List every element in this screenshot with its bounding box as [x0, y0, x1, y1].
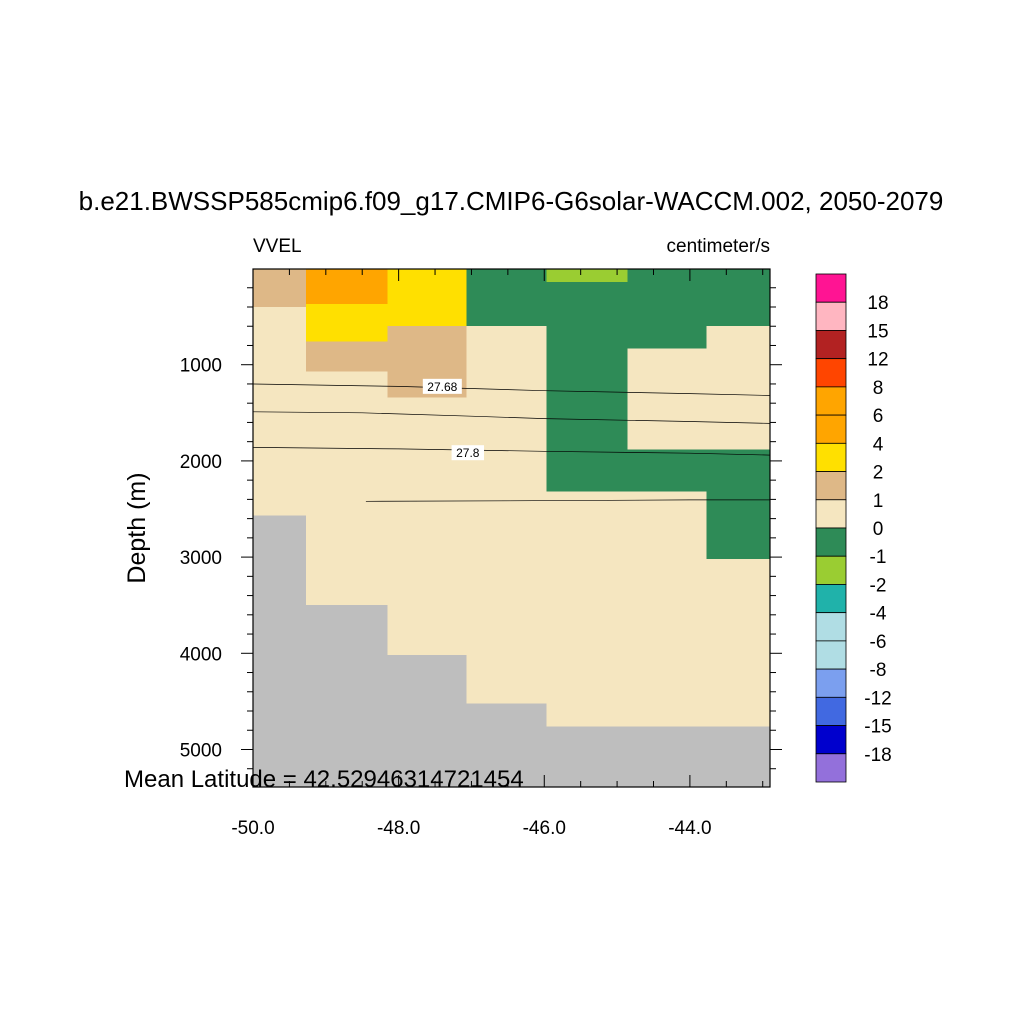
heatmap-cell-7 — [306, 269, 388, 305]
y-tick-label: 3000 — [180, 548, 222, 569]
colorbar-label-1: 15 — [867, 321, 888, 342]
plot-border — [252, 268, 771, 788]
units-label: centimeter/s — [667, 236, 770, 257]
density-contours: 27.68 27.8 — [252, 378, 771, 502]
colorbar-swatch-17 — [815, 753, 847, 783]
colorbar-swatch-7 — [815, 471, 847, 501]
heatmap-cell-1 — [253, 269, 307, 516]
x-axis: -50.0 -48.0 -46.0 -44.0 — [231, 269, 764, 839]
y-tick-label: 1000 — [180, 356, 222, 377]
heatmap-cells — [253, 269, 770, 787]
heatmap-cell-17 — [706, 269, 770, 327]
heatmap-cell-18 — [706, 491, 770, 560]
y-tick-label: 2000 — [180, 452, 222, 473]
colorbar-label-16: -18 — [864, 745, 891, 766]
colorbar-swatch-8 — [815, 499, 847, 529]
colorbar-label-12: -6 — [870, 632, 887, 653]
x-tick-label: -50.0 — [231, 818, 274, 839]
heatmap-cell-14 — [546, 269, 628, 282]
colorbar-label-8: 0 — [873, 519, 884, 540]
colorbar-swatch-1 — [815, 301, 847, 331]
mean-latitude-label: Mean Latitude = 42.52946314721454 — [124, 766, 524, 793]
colorbar-swatch-3 — [815, 358, 847, 388]
colorbar-label-4: 6 — [873, 406, 884, 427]
contour-line-3 — [365, 499, 770, 502]
colorbar-label-6: 2 — [873, 463, 884, 484]
x-tick-label: -44.0 — [668, 818, 711, 839]
x-tick-label: -48.0 — [377, 818, 420, 839]
heatmap-cell-13 — [546, 269, 628, 492]
heatmap-cell-6 — [253, 269, 307, 307]
colorbar-label-0: 18 — [867, 293, 888, 314]
y-tick-label: 4000 — [180, 644, 222, 665]
variable-label: VVEL — [253, 236, 302, 257]
colorbar-swatch-0 — [815, 273, 847, 303]
colorbar-swatch-12 — [815, 612, 847, 642]
colorbar-label-14: -12 — [864, 688, 891, 709]
x-tick-label: -46.0 — [523, 818, 566, 839]
contour-line-2 — [252, 447, 771, 456]
colorbar-label-10: -2 — [870, 575, 887, 596]
colorbar-label-2: 12 — [867, 350, 888, 371]
colorbar-swatch-9 — [815, 527, 847, 557]
colorbar-swatch-14 — [815, 668, 847, 698]
y-axis-label: Depth (m) — [123, 472, 151, 583]
colorbar-swatch-13 — [815, 640, 847, 670]
heatmap-cell-9 — [306, 341, 388, 372]
colorbar-label-3: 8 — [873, 378, 884, 399]
colorbar-swatch-10 — [815, 555, 847, 585]
colorbar-label-9: -1 — [870, 547, 887, 568]
colorbar-label-15: -15 — [864, 717, 891, 738]
colorbar-label-7: 1 — [873, 491, 884, 512]
colorbar-swatch-15 — [815, 696, 847, 726]
contour-label-box-2 — [451, 445, 485, 461]
heatmap-cell-10 — [387, 269, 467, 327]
contour-line-1 — [252, 411, 771, 424]
heatmap-cell-15 — [627, 269, 707, 349]
contour-label-box-0 — [422, 378, 462, 394]
y-tick-label: 5000 — [180, 740, 222, 761]
heatmap-cell-8 — [306, 304, 388, 342]
colorbar-swatch-11 — [815, 584, 847, 614]
colorbar-swatch-16 — [815, 725, 847, 755]
heatmap-cell-16 — [627, 449, 770, 492]
colorbar-label-13: -8 — [870, 660, 887, 681]
heatmap-cell-4 — [466, 269, 547, 704]
chart-title: b.e21.BWSSP585cmip6.f09_g17.CMIP6-G6sola… — [79, 186, 944, 216]
colorbar-swatch-2 — [815, 330, 847, 360]
colorbar-label-5: 4 — [873, 434, 884, 455]
heatmap-cell-12 — [466, 269, 547, 327]
plot-frame — [252, 268, 771, 788]
contour-label-2: 27.8 — [456, 446, 480, 460]
colorbar-swatch-4 — [815, 386, 847, 416]
contour-line-0 — [252, 383, 771, 396]
colorbar-swatch-6 — [815, 442, 847, 472]
colorbar-legend: 18 15 12 8 6 4 2 1 0 -1 -2 -4 -6 -8 -12 -15 -18 — [815, 273, 892, 783]
colorbar-swatch-5 — [815, 414, 847, 444]
y-axis: 1000 2000 3000 4000 5000 — [180, 287, 782, 770]
contour-label-0: 27.68 — [427, 380, 457, 394]
colorbar-label-11: -4 — [870, 604, 887, 625]
